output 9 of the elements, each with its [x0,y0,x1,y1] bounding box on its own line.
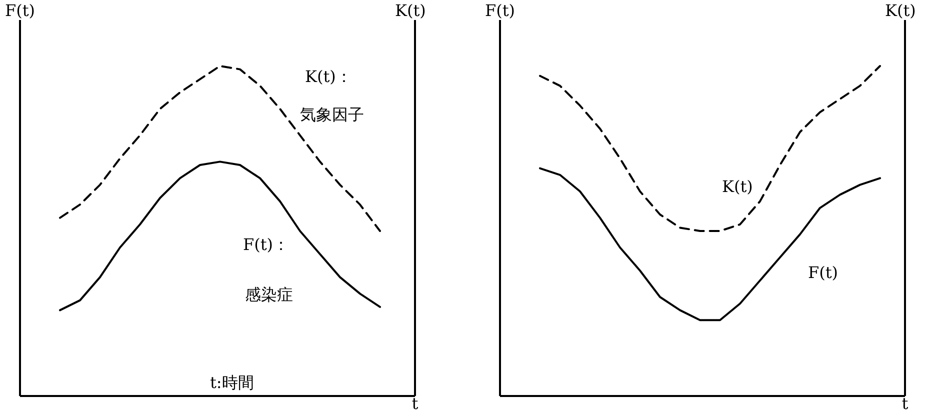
y2label: K(t) [885,1,916,20]
annotation: 感染症 [245,285,293,304]
y2label: K(t) [395,1,426,20]
annotation: 気象因子 [300,105,364,124]
ylabel: F(t) [5,1,36,20]
ylabel: F(t) [485,1,516,20]
xlabel: t [902,394,908,410]
xlabel: t [412,394,418,410]
annotation: t:時間 [210,373,254,392]
